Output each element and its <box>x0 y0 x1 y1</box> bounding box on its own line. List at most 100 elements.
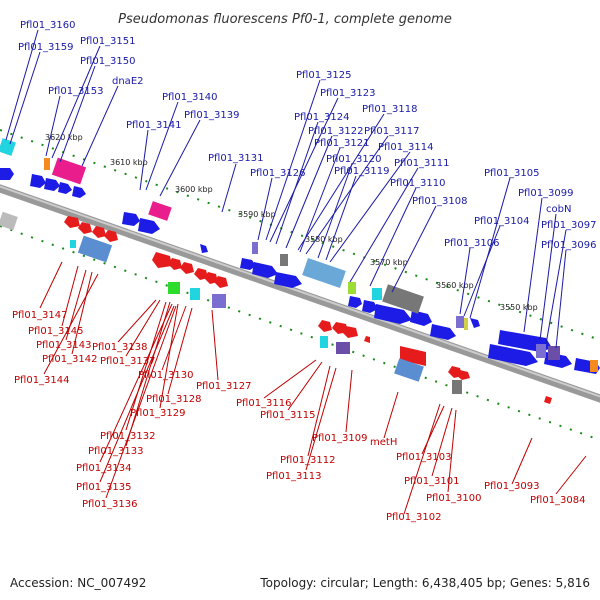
feature-box[interactable] <box>536 344 546 358</box>
gene-arrow[interactable] <box>364 336 370 343</box>
gene-label[interactable]: Pfl01_3150 <box>80 56 136 67</box>
gene-arrow[interactable] <box>72 186 86 198</box>
gene-arrow[interactable] <box>456 370 470 380</box>
feature-box[interactable] <box>280 254 288 266</box>
gene-label[interactable]: Pfl01_3102 <box>386 512 442 523</box>
gene-label[interactable]: Pfl01_3137 <box>100 356 156 367</box>
gene-arrow[interactable] <box>152 252 172 268</box>
gene-label[interactable]: Pfl01_3093 <box>484 481 540 492</box>
gene-label[interactable]: Pfl01_3104 <box>474 216 530 227</box>
gene-label[interactable]: Pfl01_3118 <box>362 104 418 115</box>
gene-label[interactable]: Pfl01_3096 <box>541 240 597 251</box>
gene-label[interactable]: Pfl01_3140 <box>162 92 218 103</box>
feature-box[interactable] <box>51 157 87 185</box>
feature-box[interactable] <box>464 318 468 330</box>
gene-label[interactable]: Pfl01_3099 <box>518 188 574 199</box>
feature-box[interactable] <box>548 346 560 360</box>
gene-label[interactable]: Pfl01_3130 <box>138 370 194 381</box>
gene-label[interactable]: Pfl01_3123 <box>320 88 376 99</box>
gene-label[interactable]: Pfl01_3136 <box>82 499 138 510</box>
feature-box[interactable] <box>190 288 200 300</box>
gene-label[interactable]: Pfl01_3133 <box>88 446 144 457</box>
gene-arrow[interactable] <box>240 258 256 270</box>
feature-box[interactable] <box>372 288 382 300</box>
gene-label[interactable]: Pfl01_3127 <box>196 381 252 392</box>
gene-arrow[interactable] <box>0 168 14 180</box>
gene-label[interactable]: Pfl01_3134 <box>76 463 132 474</box>
feature-box[interactable] <box>168 282 180 294</box>
gene-arrow[interactable] <box>58 182 72 194</box>
feature-box[interactable] <box>394 358 424 382</box>
gene-arrow[interactable] <box>342 326 358 338</box>
gene-arrow[interactable] <box>362 300 378 313</box>
gene-label[interactable]: Pfl01_3135 <box>76 482 132 493</box>
gene-label[interactable]: Pfl01_3109 <box>312 433 368 444</box>
gene-label[interactable]: Pfl01_3106 <box>444 238 500 249</box>
gene-label[interactable]: Pfl01_3122 <box>308 126 364 137</box>
gene-arrow[interactable] <box>204 272 218 284</box>
feature-box[interactable] <box>348 282 356 294</box>
gene-label[interactable]: Pfl01_3115 <box>260 410 316 421</box>
feature-box[interactable] <box>320 336 328 348</box>
gene-arrow[interactable] <box>410 310 432 326</box>
gene-arrow[interactable] <box>180 262 194 274</box>
gene-label[interactable]: Pfl01_3100 <box>426 493 482 504</box>
gene-arrow[interactable] <box>168 258 182 270</box>
gene-label[interactable]: Pfl01_3111 <box>394 158 450 169</box>
feature-box[interactable] <box>336 342 350 354</box>
gene-label[interactable]: Pfl01_3105 <box>484 168 540 179</box>
gene-label[interactable]: Pfl01_3160 <box>20 20 76 31</box>
gene-arrow[interactable] <box>318 320 332 332</box>
gene-label[interactable]: Pfl01_3151 <box>80 36 136 47</box>
gene-label[interactable]: Pfl01_3112 <box>280 455 336 466</box>
gene-label[interactable]: Pfl01_3129 <box>130 408 186 419</box>
gene-arrow[interactable] <box>64 216 80 228</box>
feature-box[interactable] <box>44 158 50 170</box>
gene-arrow[interactable] <box>544 396 552 404</box>
gene-arrow[interactable] <box>200 244 208 253</box>
gene-label[interactable]: Pfl01_3084 <box>530 495 586 506</box>
gene-label[interactable]: Pfl01_3119 <box>334 166 390 177</box>
gene-arrow[interactable] <box>138 218 160 234</box>
gene-label[interactable]: Pfl01_3126 <box>250 168 306 179</box>
feature-box[interactable] <box>0 211 18 231</box>
gene-label[interactable]: Pfl01_3159 <box>18 42 74 53</box>
gene-arrow[interactable] <box>122 212 140 226</box>
gene-arrow[interactable] <box>274 272 302 288</box>
gene-label[interactable]: Pfl01_3103 <box>396 452 452 463</box>
feature-box[interactable] <box>252 242 258 254</box>
gene-label[interactable]: Pfl01_3108 <box>412 196 468 207</box>
gene-label[interactable]: Pfl01_3117 <box>364 126 420 137</box>
gene-label[interactable]: Pfl01_3143 <box>36 340 92 351</box>
gene-label[interactable]: Pfl01_3120 <box>326 154 382 165</box>
feature-box[interactable] <box>0 138 16 156</box>
gene-label[interactable]: Pfl01_3153 <box>48 86 104 97</box>
feature-box[interactable] <box>590 360 598 372</box>
feature-box[interactable] <box>148 201 172 221</box>
gene-label[interactable]: Pfl01_3101 <box>404 476 460 487</box>
feature-box[interactable] <box>456 316 464 328</box>
gene-label[interactable]: metH <box>370 437 397 448</box>
gene-label[interactable]: Pfl01_3132 <box>100 431 156 442</box>
gene-arrow[interactable] <box>194 268 208 280</box>
gene-label[interactable]: Pfl01_3114 <box>378 142 434 153</box>
gene-label[interactable]: Pfl01_3138 <box>92 342 148 353</box>
gene-arrow[interactable] <box>488 344 538 366</box>
gene-arrow[interactable] <box>30 174 46 188</box>
gene-label[interactable]: Pfl01_3145 <box>28 326 84 337</box>
feature-box[interactable] <box>302 257 346 289</box>
gene-label[interactable]: Pfl01_3144 <box>14 375 70 386</box>
gene-arrow[interactable] <box>374 304 412 324</box>
gene-label[interactable]: Pfl01_3128 <box>146 394 202 405</box>
feature-box[interactable] <box>70 240 76 248</box>
feature-box[interactable] <box>212 294 226 308</box>
gene-label[interactable]: Pfl01_3139 <box>184 110 240 121</box>
gene-label[interactable]: Pfl01_3142 <box>42 354 98 365</box>
gene-label[interactable]: Pfl01_3125 <box>296 70 352 81</box>
gene-label[interactable]: Pfl01_3141 <box>126 120 182 131</box>
gene-label[interactable]: Pfl01_3124 <box>294 112 350 123</box>
gene-label[interactable]: Pfl01_3116 <box>236 398 292 409</box>
gene-arrow[interactable] <box>44 178 60 191</box>
gene-label[interactable]: dnaE2 <box>112 76 144 87</box>
gene-arrow[interactable] <box>470 318 480 328</box>
